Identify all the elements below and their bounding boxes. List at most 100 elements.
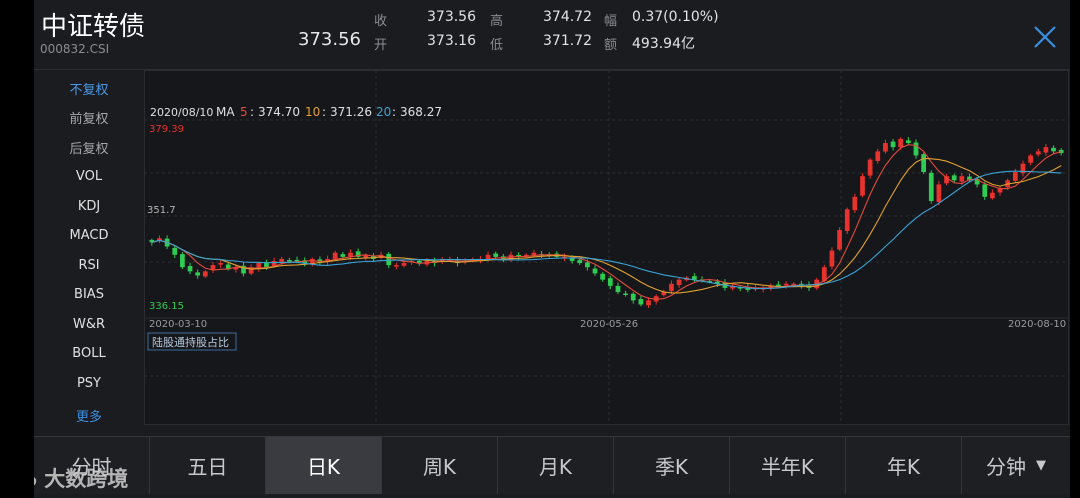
candle-body bbox=[241, 265, 246, 274]
sidebar-item-rsi[interactable]: RSI bbox=[78, 258, 100, 273]
ma10-line bbox=[151, 157, 1062, 294]
candle-body bbox=[218, 263, 223, 265]
candle-body bbox=[982, 184, 988, 197]
x-start-label: 2020-03-10 bbox=[149, 319, 207, 330]
candle-body bbox=[233, 267, 239, 270]
y-max-label: 379.39 bbox=[149, 124, 184, 135]
candle-body bbox=[913, 142, 919, 156]
sidebar-item-vol[interactable]: VOL bbox=[75, 169, 103, 184]
kline-chart-panel[interactable] bbox=[144, 70, 1069, 425]
kline-chart[interactable]: 2020/08/10 MA 5 : 374.70 10 : 371.26 20 … bbox=[144, 70, 1069, 425]
ma-lines-layer bbox=[151, 144, 1062, 300]
candle-body bbox=[890, 141, 896, 148]
tab-quarterly-k[interactable]: 季K bbox=[614, 437, 730, 494]
change-label: 幅 bbox=[604, 14, 618, 29]
sidebar-item-psy[interactable]: PSY bbox=[76, 376, 102, 391]
watermark-text: 大数跨境 bbox=[44, 467, 129, 491]
watermark-icon: ʟᴄᴏ bbox=[34, 471, 37, 491]
candle-body bbox=[615, 285, 621, 293]
info-ma10-sep: : bbox=[322, 105, 326, 119]
security-code: 000832.CSI bbox=[40, 42, 110, 56]
info-ma5-label: 5 bbox=[240, 105, 248, 119]
candle-body bbox=[1035, 151, 1041, 155]
candle-body bbox=[860, 176, 865, 196]
candle-body bbox=[638, 299, 644, 305]
tab-intraday[interactable]: 分时 bbox=[34, 437, 150, 494]
header-divider bbox=[34, 69, 1070, 70]
kline-app: 中证转债 000832.CSI 373.56 收 373.56 开 373.16… bbox=[34, 0, 1070, 498]
candle-body bbox=[791, 283, 797, 286]
candle-body bbox=[531, 252, 537, 256]
candle-body bbox=[875, 151, 881, 161]
candle-body bbox=[600, 273, 606, 280]
x-mid-label: 2020-05-26 bbox=[580, 319, 638, 330]
tab-daily-k[interactable]: 日K bbox=[266, 437, 382, 494]
sidebar-item-kdj[interactable]: KDJ bbox=[77, 199, 101, 214]
candle-body bbox=[256, 263, 262, 269]
candle-body bbox=[646, 300, 651, 306]
info-ma20-value: 368.27 bbox=[400, 105, 442, 119]
tab-monthly-k[interactable]: 月K bbox=[498, 437, 614, 494]
candle-body bbox=[607, 278, 613, 286]
candle-body bbox=[309, 258, 315, 265]
candle-body bbox=[959, 176, 965, 182]
candle-body bbox=[172, 247, 178, 255]
tab-five-day[interactable]: 五日 bbox=[150, 437, 266, 494]
close-icon[interactable] bbox=[1032, 24, 1058, 50]
sidebar-item-macd[interactable]: MACD bbox=[69, 228, 109, 243]
candle-body bbox=[967, 176, 972, 181]
high-value: 374.72 bbox=[543, 9, 592, 25]
candle-body bbox=[990, 192, 995, 199]
candle-body bbox=[630, 293, 636, 301]
candle-body bbox=[921, 154, 926, 173]
candle-body bbox=[997, 188, 1003, 193]
candle-body bbox=[363, 254, 369, 258]
candle-body bbox=[776, 284, 781, 287]
tab-minute[interactable]: 分钟 ▼ bbox=[962, 437, 1070, 494]
candle-body bbox=[195, 272, 201, 276]
candle-body bbox=[623, 293, 628, 295]
candle-body bbox=[669, 283, 674, 292]
current-price: 373.56 bbox=[298, 29, 361, 50]
tab-half-year-k[interactable]: 半年K bbox=[730, 437, 846, 494]
candle-body bbox=[264, 262, 269, 268]
security-title: 中证转债 bbox=[41, 12, 146, 42]
candle-body bbox=[455, 260, 460, 264]
info-ma10-value: 371.26 bbox=[330, 105, 372, 119]
sidebar-item-wr[interactable]: W&R bbox=[72, 317, 106, 332]
candle-body bbox=[692, 276, 697, 280]
candle-body bbox=[1051, 147, 1056, 152]
candle-body bbox=[157, 238, 162, 241]
sidebar-item-more[interactable]: 更多 bbox=[75, 410, 102, 425]
candle-body bbox=[844, 209, 850, 231]
info-ma20-label: 20 bbox=[376, 105, 391, 119]
candle-body bbox=[737, 287, 743, 289]
candle-body bbox=[287, 260, 292, 262]
info-ma20-sep: : bbox=[392, 105, 396, 119]
sidebar-item-forward-adjust[interactable]: 前复权 bbox=[69, 112, 109, 127]
candle-body bbox=[187, 266, 193, 272]
candle-body bbox=[393, 265, 399, 267]
amount-label: 额 bbox=[604, 38, 618, 53]
candle-body bbox=[569, 257, 575, 262]
candle-body bbox=[325, 258, 330, 262]
sidebar-item-backward-adjust[interactable]: 后复权 bbox=[69, 142, 109, 157]
candle-body bbox=[485, 254, 491, 260]
candle-body bbox=[516, 254, 521, 257]
candle-body bbox=[523, 254, 529, 257]
candle-body bbox=[416, 260, 422, 264]
info-date: 2020/08/10 bbox=[150, 106, 213, 119]
tab-weekly-k[interactable]: 周K bbox=[382, 437, 498, 494]
chart-grid bbox=[144, 70, 1069, 425]
sidebar-item-no-adjust[interactable]: 不复权 bbox=[69, 83, 109, 98]
sidebar-item-bias[interactable]: BIAS bbox=[74, 287, 104, 302]
sub-indicator-label[interactable]: 陆股通持股占比 bbox=[152, 335, 229, 349]
candle-body bbox=[592, 268, 598, 274]
sub-indicator-box[interactable] bbox=[147, 332, 237, 351]
candle-body bbox=[905, 140, 911, 144]
sidebar-item-boll[interactable]: BOLL bbox=[72, 346, 106, 361]
tab-yearly-k[interactable]: 年K bbox=[846, 437, 962, 494]
candle-body bbox=[944, 176, 949, 184]
period-tab-bar: 分时 五日 日K 周K 月K 季K 半年K 年K 分钟 ▼ bbox=[34, 436, 1070, 494]
candle-body bbox=[279, 258, 285, 262]
